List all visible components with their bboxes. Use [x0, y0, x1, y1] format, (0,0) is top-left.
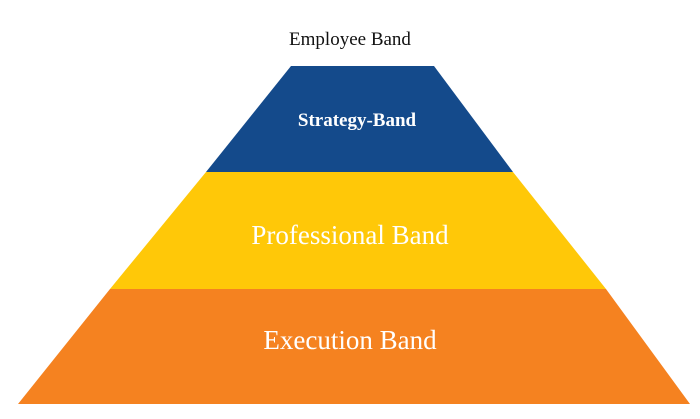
strategy-band-shape: [206, 66, 513, 172]
execution-band-shape: [18, 289, 690, 404]
professional-band-label: Professional Band: [251, 220, 449, 250]
professional-band-shape: [110, 172, 606, 289]
execution-band-label: Execution Band: [263, 325, 437, 355]
diagram-title: Employee Band: [289, 29, 411, 50]
strategy-band-label: Strategy-Band: [298, 110, 417, 131]
